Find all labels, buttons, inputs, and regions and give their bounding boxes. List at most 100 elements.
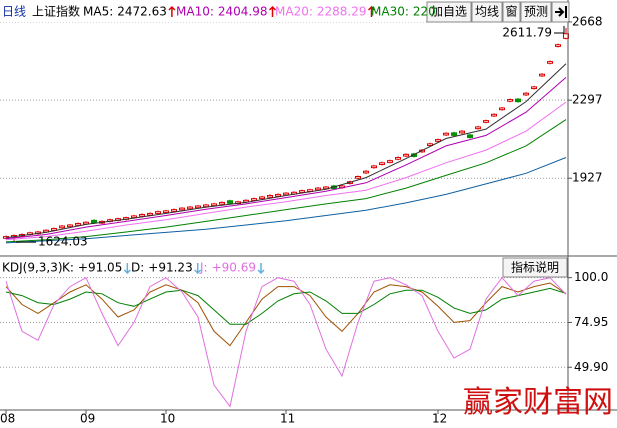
ma-line xyxy=(5,101,567,241)
candle-body xyxy=(283,192,289,196)
candle-body xyxy=(51,228,57,231)
candle-body xyxy=(211,203,217,207)
ma-line xyxy=(5,119,567,243)
candle-body xyxy=(195,205,201,209)
candle-body xyxy=(459,130,465,134)
trend-arrow xyxy=(367,5,376,17)
y-tick-label: 1927 xyxy=(572,171,603,185)
trend-arrow xyxy=(268,5,277,17)
legend-name: MA10: xyxy=(176,5,214,19)
candle-body xyxy=(547,61,553,64)
x-tick-label: 08 xyxy=(0,412,15,426)
trend-arrow xyxy=(123,263,131,275)
trend-arrow xyxy=(194,263,202,275)
candle-body xyxy=(411,153,417,157)
legend-name: MA5: xyxy=(83,5,113,19)
legend-name: MA20: xyxy=(275,5,313,19)
candle-body xyxy=(171,209,177,212)
candle-body xyxy=(59,225,65,229)
index-title: 上证指数 xyxy=(32,4,80,19)
legend-name: K: xyxy=(62,261,74,275)
indicator-line xyxy=(5,282,567,347)
legend-value: 220 xyxy=(413,5,436,19)
indicator-line xyxy=(5,276,567,408)
candle-body xyxy=(227,200,233,204)
button[interactable]: 指标说明 xyxy=(502,257,568,278)
y-tick-label: 49.90 xyxy=(574,360,608,374)
candle-body xyxy=(443,132,449,136)
button[interactable]: 加自选 xyxy=(426,1,472,23)
legend-name: D: xyxy=(131,261,144,275)
candle-body xyxy=(531,86,537,90)
y-tick-label: 2668 xyxy=(572,14,603,28)
legend-value: +90.69 xyxy=(212,261,256,275)
candle-body xyxy=(75,223,81,226)
candle-body xyxy=(467,134,473,138)
button-label[interactable]: 均线 xyxy=(475,5,499,19)
candle-body xyxy=(539,73,545,77)
candle-body xyxy=(387,160,393,163)
candle-body xyxy=(299,190,305,193)
candle-body xyxy=(483,120,489,123)
candle-body xyxy=(251,198,257,201)
ma-line xyxy=(5,63,567,239)
header-background xyxy=(0,2,425,22)
candle-body xyxy=(491,113,497,117)
x-tick-label: 09 xyxy=(80,412,95,426)
candle-body xyxy=(507,99,513,102)
candle-body xyxy=(435,139,441,142)
legend-value: 2288.29 xyxy=(317,5,367,19)
legend-value: +91.05 xyxy=(78,261,122,275)
candle-body xyxy=(267,194,273,198)
candle-body xyxy=(179,207,185,211)
candle-body xyxy=(91,219,97,224)
candle-body xyxy=(275,193,281,197)
icon[interactable] xyxy=(555,6,567,18)
button[interactable]: 预测 xyxy=(520,1,552,23)
candle-body xyxy=(395,157,401,160)
candle-body xyxy=(147,212,153,216)
candle-body xyxy=(499,107,505,111)
candle-body xyxy=(67,224,73,228)
button[interactable]: 均线 xyxy=(471,1,503,23)
low-annotation: 1624.03 xyxy=(38,235,88,249)
button-label[interactable]: 加自选 xyxy=(431,5,467,19)
button-label[interactable]: 指标说明 xyxy=(511,260,559,275)
button-label[interactable]: 预测 xyxy=(524,5,548,19)
candle-body xyxy=(403,153,409,157)
candle-body xyxy=(523,92,529,96)
ma-line xyxy=(5,77,567,240)
period-label: 日线 xyxy=(2,5,26,19)
indicator-line xyxy=(5,287,567,325)
candle-body xyxy=(475,126,481,130)
candle-body xyxy=(363,170,369,174)
x-tick-label: 12 xyxy=(432,412,447,426)
button-label[interactable]: 窗 xyxy=(505,5,517,19)
legend-name: MA30: xyxy=(371,5,409,19)
indicator-name: KDJ(9,3,3) xyxy=(2,261,63,275)
legend-name: J: xyxy=(199,261,208,275)
candle-body xyxy=(155,211,161,214)
candle-body xyxy=(379,162,385,165)
candle-body xyxy=(219,201,225,205)
button[interactable] xyxy=(551,1,570,23)
annotation-arrow xyxy=(554,25,565,34)
legend-value: 2404.98 xyxy=(218,5,268,19)
high-annotation: 2611.79 xyxy=(502,26,552,40)
candle-body xyxy=(371,165,377,169)
candle-body xyxy=(259,196,265,200)
trend-arrow xyxy=(168,5,176,17)
plot-area xyxy=(0,21,569,408)
candle-body xyxy=(187,206,193,210)
legend-value: +91.23 xyxy=(148,261,192,275)
button[interactable]: 窗 xyxy=(502,1,521,23)
legend-value: 2472.63 xyxy=(117,5,167,19)
watermark: 赢家财富网 xyxy=(463,385,613,420)
y-tick-label: 100.0 xyxy=(574,270,608,284)
x-tick-label: 11 xyxy=(280,412,295,426)
x-tick-label: 10 xyxy=(160,412,175,426)
candle-body xyxy=(555,44,561,47)
candle-body xyxy=(163,210,169,214)
